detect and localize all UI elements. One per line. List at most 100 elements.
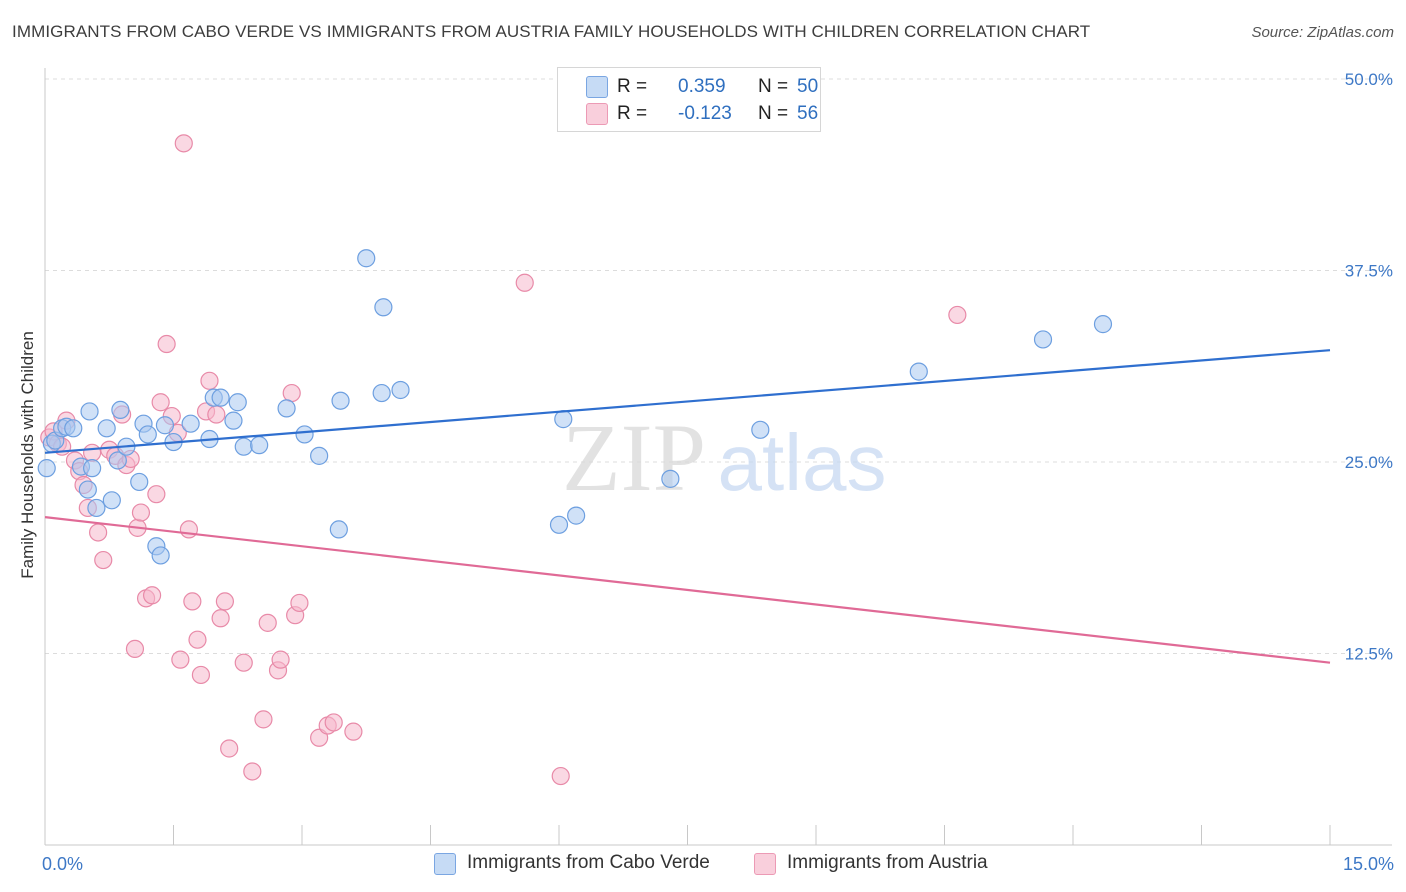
point-cabo-verde	[554, 410, 573, 429]
point-cabo-verde	[331, 391, 350, 410]
point-cabo-verde	[549, 515, 569, 534]
point-austria	[147, 485, 166, 504]
point-cabo-verde	[102, 491, 121, 510]
point-cabo-verde	[234, 437, 253, 456]
point-cabo-verde	[181, 414, 200, 433]
point-austria	[290, 593, 309, 613]
point-cabo-verde	[661, 469, 680, 488]
point-austria	[243, 762, 262, 781]
point-cabo-verde	[78, 480, 97, 499]
y-tick-labels: 50.0% 37.5% 25.0% 12.5%	[1345, 70, 1393, 664]
point-austria	[183, 592, 202, 611]
point-austria	[171, 650, 190, 669]
legend-n-label: N =	[758, 103, 789, 124]
point-austria	[151, 393, 170, 412]
point-cabo-verde	[130, 472, 149, 492]
watermark: ZIP atlas	[562, 404, 886, 511]
point-cabo-verde	[80, 402, 99, 421]
point-cabo-verde	[83, 459, 102, 478]
series-cabo-verde	[37, 249, 1113, 565]
point-austria	[207, 405, 226, 424]
point-austria	[200, 371, 219, 390]
trend-line-cabo-verde	[44, 349, 1331, 454]
stats-legend: R = 0.359 N = 50 R = -0.123 N = 56	[557, 67, 821, 132]
point-cabo-verde	[751, 420, 770, 439]
x-tick-label: 0.0%	[42, 854, 83, 874]
point-austria	[188, 630, 207, 649]
gridlines	[45, 78, 1392, 654]
point-cabo-verde	[138, 425, 157, 444]
point-cabo-verde	[155, 416, 175, 435]
point-cabo-verde	[151, 546, 170, 565]
point-austria	[211, 609, 230, 628]
point-cabo-verde	[1093, 315, 1113, 334]
point-cabo-verde	[357, 249, 376, 268]
y-tick-label: 12.5%	[1345, 645, 1393, 664]
legend-swatch-blue	[586, 76, 608, 98]
legend-r-value: 0.359	[678, 76, 726, 97]
point-cabo-verde	[329, 520, 348, 539]
point-austria	[254, 710, 273, 729]
point-austria	[131, 503, 151, 522]
y-axis-label: Family Households with Children	[18, 331, 37, 579]
point-austria	[83, 443, 102, 462]
point-cabo-verde	[64, 419, 83, 438]
point-cabo-verde	[37, 459, 56, 478]
point-austria	[215, 592, 234, 611]
point-austria	[157, 334, 176, 354]
point-cabo-verde	[224, 411, 243, 430]
point-cabo-verde	[111, 400, 130, 420]
point-cabo-verde	[295, 425, 314, 444]
point-cabo-verde	[87, 498, 106, 518]
watermark-zip: ZIP	[562, 404, 706, 511]
trend-lines	[44, 349, 1331, 664]
legend-r-value: -0.123	[678, 103, 732, 124]
point-austria	[271, 650, 290, 669]
point-austria	[344, 722, 363, 741]
point-cabo-verde	[97, 419, 116, 438]
point-cabo-verde	[391, 380, 410, 400]
x-tick-label: 15.0%	[1343, 854, 1394, 874]
watermark-atlas: atlas	[718, 418, 887, 507]
bottom-legend-swatch-blue	[434, 853, 456, 875]
point-cabo-verde	[1033, 330, 1053, 349]
axes	[44, 68, 1392, 846]
point-cabo-verde	[277, 399, 296, 418]
x-tick-labels: 0.0% 15.0%	[42, 854, 1394, 874]
point-austria	[125, 639, 145, 659]
point-cabo-verde	[211, 388, 230, 407]
point-austria	[234, 653, 253, 672]
point-austria	[515, 273, 534, 292]
point-cabo-verde	[310, 446, 329, 465]
point-cabo-verde	[372, 383, 391, 403]
legend-r-label: R =	[617, 103, 648, 124]
y-tick-label: 50.0%	[1345, 70, 1393, 89]
bottom-legend-swatch-pink	[754, 853, 776, 875]
point-austria	[179, 520, 199, 539]
legend-n-label: N =	[758, 76, 789, 97]
point-austria	[948, 305, 967, 325]
point-austria	[174, 134, 193, 153]
point-austria	[191, 665, 211, 685]
y-tick-label: 25.0%	[1345, 453, 1393, 472]
point-cabo-verde	[250, 436, 269, 455]
point-austria	[220, 739, 239, 758]
point-cabo-verde	[909, 362, 928, 381]
legend-swatch-pink	[586, 103, 608, 125]
bottom-legend-label: Immigrants from Cabo Verde	[467, 852, 710, 873]
bottom-legend-label: Immigrants from Austria	[787, 852, 988, 873]
point-cabo-verde	[374, 298, 393, 317]
chart-title: IMMIGRANTS FROM CABO VERDE VS IMMIGRANTS…	[12, 22, 1091, 41]
point-austria	[551, 766, 570, 786]
point-austria	[324, 713, 343, 732]
point-austria	[142, 586, 162, 605]
legend-r-label: R =	[617, 76, 648, 97]
point-austria	[282, 383, 301, 403]
y-tick-label: 37.5%	[1345, 262, 1393, 281]
point-austria	[89, 523, 108, 542]
point-cabo-verde	[228, 393, 247, 412]
point-austria	[258, 613, 277, 632]
trend-line-austria	[44, 516, 1331, 664]
point-austria	[94, 550, 113, 570]
